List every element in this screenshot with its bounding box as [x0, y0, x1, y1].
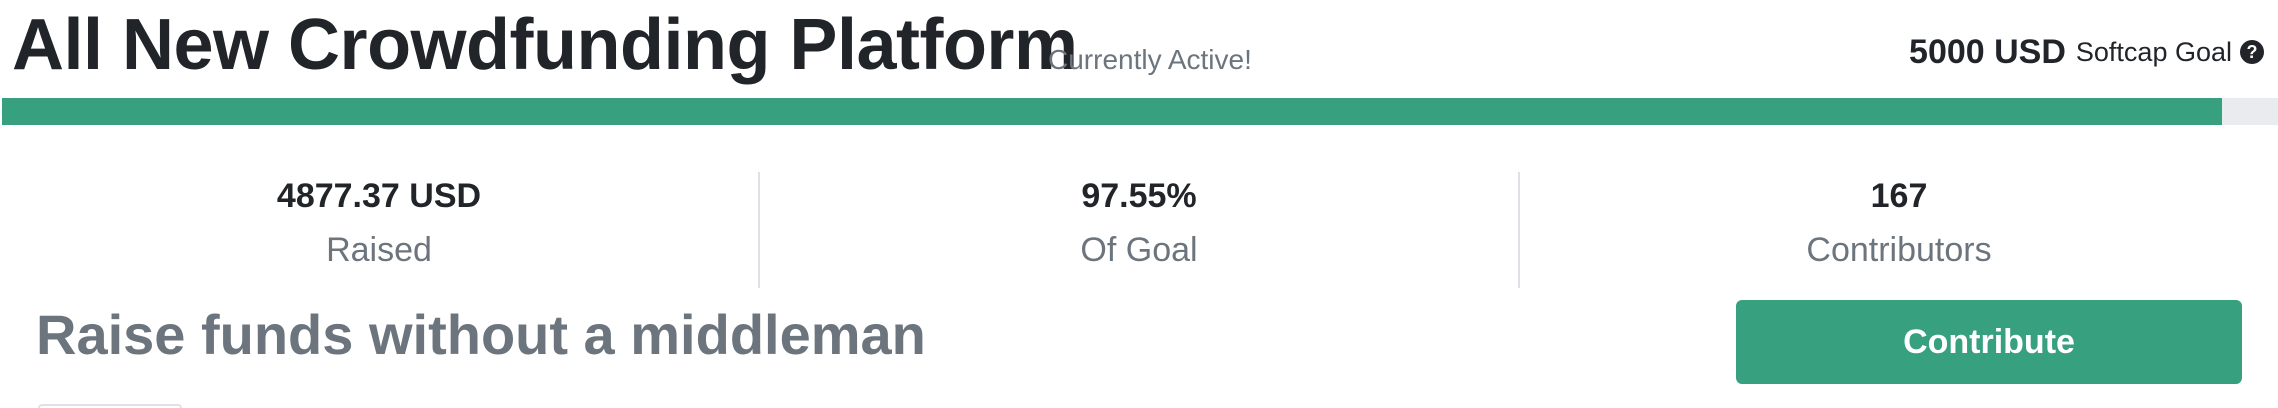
campaign-tagline: Raise funds without a middleman: [36, 303, 926, 366]
funding-progress-bar: [2, 98, 2278, 125]
stat-contributors: 167 Contributors: [1518, 172, 2278, 288]
stat-goal-percent: 97.55% Of Goal: [758, 172, 1518, 288]
stat-raised: 4877.37 USD Raised: [0, 172, 758, 288]
goal-label: Softcap Goal: [2075, 36, 2232, 67]
campaign-header: All New Crowdfunding Platform Currently …: [0, 0, 2278, 96]
question-circle-icon[interactable]: ?: [2240, 40, 2264, 64]
goal-amount: 5000 USD: [1909, 32, 2066, 71]
raised-value: 4877.37 USD: [276, 177, 482, 215]
softcap-goal: 5000 USD Softcap Goal ?: [1909, 32, 2264, 72]
tab-edge: [38, 404, 182, 408]
contributors-value: 167: [1870, 177, 1928, 215]
status-text: Currently Active!: [1048, 44, 1252, 75]
contributors-label: Contributors: [1806, 231, 1992, 269]
page-title: All New Crowdfunding Platform: [12, 5, 1078, 85]
raised-label: Raised: [326, 231, 432, 269]
goal-percent-label: Of Goal: [1080, 231, 1198, 269]
goal-percent-value: 97.55%: [1081, 177, 1197, 215]
funding-progress-fill: [2, 98, 2223, 125]
contribute-button[interactable]: Contribute: [1736, 300, 2242, 384]
stats-row: 4877.37 USD Raised 97.55% Of Goal 167 Co…: [0, 172, 2278, 288]
